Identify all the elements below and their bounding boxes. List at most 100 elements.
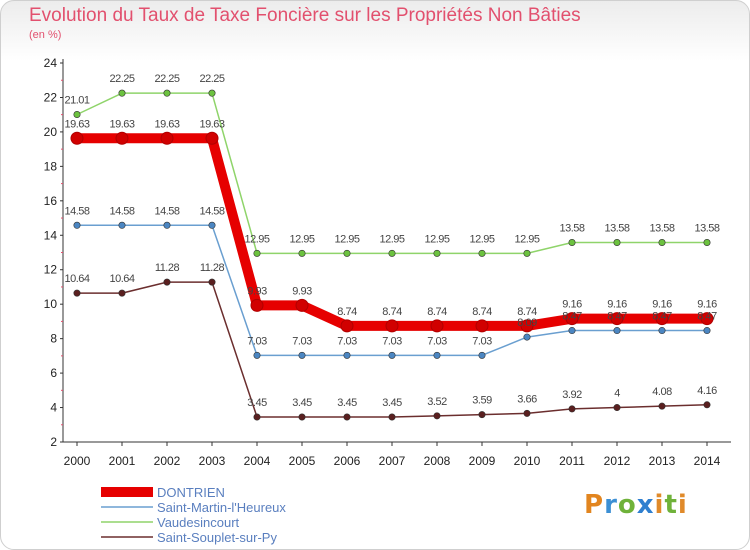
logo-letter: o: [617, 490, 637, 520]
y-tick-label: 4: [50, 401, 57, 415]
x-tick-label: 2009: [469, 454, 496, 468]
legend-swatch: [101, 536, 153, 538]
y-unit-label: (en %): [29, 29, 62, 41]
data-point: [118, 221, 126, 229]
data-point: [658, 327, 666, 335]
data-point: [118, 89, 126, 97]
data-label: 12.95: [379, 233, 404, 245]
x-tick-label: 2007: [379, 454, 406, 468]
data-label: 9.93: [247, 285, 267, 297]
data-point: [115, 131, 129, 145]
x-tick-label: 2002: [154, 454, 181, 468]
data-point: [295, 298, 309, 312]
data-label: 14.58: [109, 205, 134, 217]
legend-label: DONTRIEN: [157, 485, 225, 500]
data-point: [478, 351, 486, 359]
x-tick-label: 2000: [64, 454, 91, 468]
data-label: 7.03: [292, 335, 312, 347]
data-point: [703, 239, 711, 247]
data-point: [523, 409, 531, 417]
data-label: 12.95: [424, 233, 449, 245]
data-point: [73, 289, 81, 297]
legend-swatch: [101, 521, 153, 523]
data-label: 7.03: [427, 335, 447, 347]
data-label: 7.03: [247, 335, 267, 347]
data-point: [523, 249, 531, 257]
x-tick-label: 2005: [289, 454, 316, 468]
data-point: [433, 351, 441, 359]
data-point: [613, 327, 621, 335]
data-point: [208, 89, 216, 97]
x-tick-label: 2004: [244, 454, 271, 468]
data-label: 8.09: [517, 317, 537, 329]
proxiti-logo: Proxiti: [584, 490, 688, 520]
y-tick-label: 22: [44, 90, 58, 104]
data-label: 14.58: [154, 205, 179, 217]
data-label: 7.03: [472, 335, 492, 347]
data-label: 12.95: [244, 233, 269, 245]
data-point: [208, 278, 216, 286]
data-point: [655, 312, 669, 326]
legend-swatch: [101, 487, 153, 497]
logo-letter: i: [677, 490, 688, 520]
logo-text: Proxiti: [584, 490, 688, 520]
data-label: 13.58: [559, 223, 584, 235]
data-point: [298, 249, 306, 257]
data-label: 7.03: [382, 335, 402, 347]
data-point: [520, 319, 534, 333]
legend-item: Vaudesincourt: [101, 515, 286, 530]
data-label: 3.45: [292, 397, 312, 409]
data-point: [613, 239, 621, 247]
data-point: [565, 312, 579, 326]
data-label: 9.16: [562, 299, 582, 311]
y-tick-label: 14: [44, 228, 58, 242]
x-tick-label: 2003: [199, 454, 226, 468]
data-point: [433, 249, 441, 257]
data-label: 3.59: [472, 395, 492, 407]
legend-item: Saint-Souplet-sur-Py: [101, 530, 286, 545]
data-label: 22.25: [154, 73, 179, 85]
y-tick-label: 8: [50, 332, 57, 346]
logo-letter: t: [664, 490, 678, 520]
data-point: [433, 412, 441, 420]
data-label: 12.95: [469, 233, 494, 245]
data-label: 8.74: [337, 306, 357, 318]
data-point: [253, 351, 261, 359]
data-point: [475, 319, 489, 333]
data-label: 22.25: [199, 73, 224, 85]
data-point: [388, 249, 396, 257]
data-label: 13.58: [694, 223, 719, 235]
data-point: [385, 319, 399, 333]
x-tick-label: 2010: [514, 454, 541, 468]
data-point: [208, 221, 216, 229]
data-label: 10.64: [64, 273, 89, 285]
legend-label: Vaudesincourt: [157, 515, 240, 530]
data-point: [343, 249, 351, 257]
data-point: [250, 298, 264, 312]
data-point: [253, 413, 261, 421]
data-label: 8.74: [472, 306, 492, 318]
data-label: 8.74: [427, 306, 447, 318]
logo-letter: r: [604, 490, 618, 520]
data-label: 12.95: [514, 233, 539, 245]
data-label: 13.58: [604, 223, 629, 235]
data-point: [388, 413, 396, 421]
data-label: 8.74: [517, 306, 537, 318]
data-label: 9.93: [292, 285, 312, 297]
data-point: [703, 401, 711, 409]
legend-item: Saint-Martin-l'Heureux: [101, 500, 286, 515]
data-point: [658, 402, 666, 410]
data-label: 19.63: [64, 118, 89, 130]
logo-letter: x: [636, 490, 655, 520]
data-point: [73, 111, 81, 119]
data-label: 11.28: [200, 262, 225, 274]
data-point: [298, 351, 306, 359]
data-point: [568, 239, 576, 247]
data-label: 8.47: [562, 311, 582, 323]
data-point: [160, 131, 174, 145]
data-point: [163, 89, 171, 97]
chart-title: Evolution du Taux de Taxe Foncière sur l…: [29, 5, 581, 26]
data-point: [610, 312, 624, 326]
